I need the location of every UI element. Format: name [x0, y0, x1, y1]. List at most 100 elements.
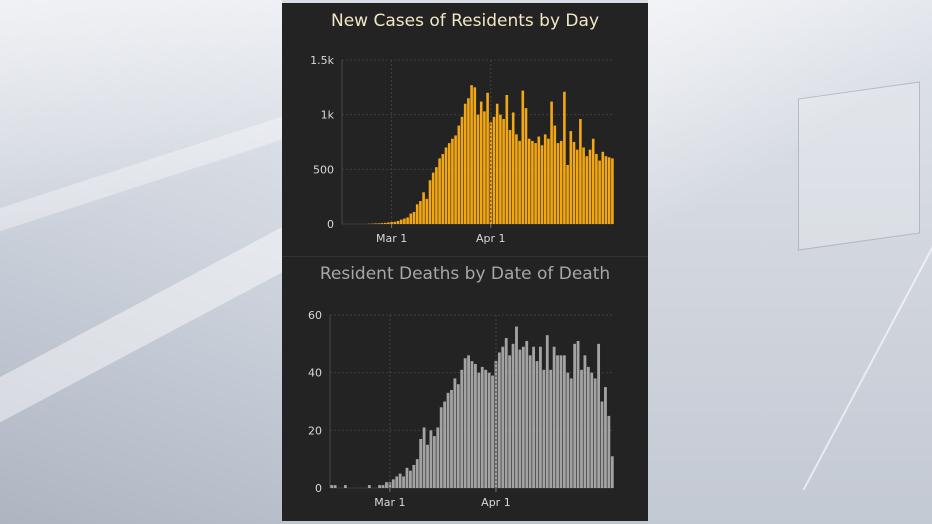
bar [460, 369, 464, 488]
bar [566, 372, 570, 488]
bar [399, 219, 403, 224]
bar [463, 103, 467, 224]
bar [591, 138, 595, 224]
bar [486, 92, 489, 224]
bar [508, 129, 512, 224]
bar [525, 340, 529, 488]
bar [467, 355, 470, 488]
bar [511, 343, 515, 488]
bar [470, 361, 474, 488]
bar [593, 378, 597, 488]
bar [552, 346, 556, 488]
bar [343, 485, 347, 488]
bar [604, 387, 607, 488]
bar [385, 482, 388, 488]
bar [429, 430, 433, 488]
bar [431, 172, 435, 224]
y-tick-label: 20 [308, 424, 322, 437]
bar [473, 87, 477, 224]
bar [611, 158, 614, 224]
bar [435, 167, 438, 224]
bar [422, 427, 426, 488]
bar [388, 482, 392, 488]
deaths-chart: 0 20 40 60 Mar 1 Apr 1 [308, 309, 614, 509]
bar [521, 90, 525, 224]
bar [556, 355, 559, 488]
bar [505, 94, 509, 224]
bar [428, 180, 432, 224]
bar [601, 151, 605, 224]
bar [447, 143, 451, 224]
bar [453, 378, 457, 488]
bar [588, 149, 592, 224]
bar [569, 378, 573, 488]
bar [444, 147, 448, 224]
bar [572, 142, 576, 224]
bar [543, 134, 547, 224]
y-tick-label: 1.5k [310, 54, 334, 67]
bar [563, 91, 566, 224]
bar [378, 485, 382, 488]
bar [426, 444, 429, 488]
bar [559, 355, 563, 488]
bar [600, 401, 604, 488]
background-panel [798, 81, 920, 251]
bar [610, 456, 614, 488]
cases-chart-title: New Cases of Residents by Day [331, 11, 599, 31]
bar [586, 366, 590, 488]
bar [607, 415, 611, 488]
bar [504, 338, 508, 488]
x-tick-label: Apr 1 [481, 496, 511, 509]
bar [405, 467, 409, 488]
bar [542, 369, 546, 488]
bar [467, 98, 470, 224]
bar [597, 343, 601, 488]
bar [439, 407, 443, 488]
background-streak [0, 213, 328, 427]
bar [540, 145, 544, 224]
bar [583, 355, 587, 488]
bar [412, 464, 416, 488]
bar [585, 156, 589, 224]
y-tick-label: 40 [308, 367, 322, 380]
bar [539, 346, 542, 488]
bar [553, 125, 557, 224]
chart-panel: New Cases of Residents by Day 0 500 1k 1.5k… [282, 3, 648, 521]
bar [436, 427, 440, 488]
bar [483, 111, 486, 224]
bar [559, 140, 563, 224]
bar [518, 140, 521, 224]
bar [595, 154, 598, 224]
bar [330, 485, 334, 488]
bar [528, 355, 532, 488]
bar [395, 476, 399, 488]
bar [537, 136, 541, 224]
x-tick-label: Mar 1 [374, 496, 405, 509]
bar [579, 119, 582, 224]
bar [393, 221, 397, 224]
bar [502, 119, 505, 224]
y-tick-label: 1k [321, 109, 335, 122]
bar [492, 116, 496, 224]
bar [441, 154, 445, 224]
bar [518, 349, 522, 488]
bar [419, 201, 422, 224]
bar [443, 401, 447, 488]
bar [463, 358, 467, 488]
chart-divider [282, 256, 648, 257]
bar [497, 352, 501, 488]
bar [367, 485, 371, 488]
deaths-chart-title: Resident Deaths by Date of Death [319, 264, 611, 284]
cases-chart: 0 500 1k 1.5k Mar 1 Apr 1 [310, 54, 614, 245]
bar [398, 473, 402, 488]
y-tick-label: 60 [308, 309, 322, 322]
bar [607, 157, 611, 224]
bar [476, 114, 480, 224]
bar [495, 103, 499, 224]
bar [582, 147, 585, 224]
bar [580, 369, 583, 488]
bar [396, 220, 400, 224]
bar [545, 335, 549, 488]
bar [460, 116, 464, 224]
bar [598, 160, 601, 224]
